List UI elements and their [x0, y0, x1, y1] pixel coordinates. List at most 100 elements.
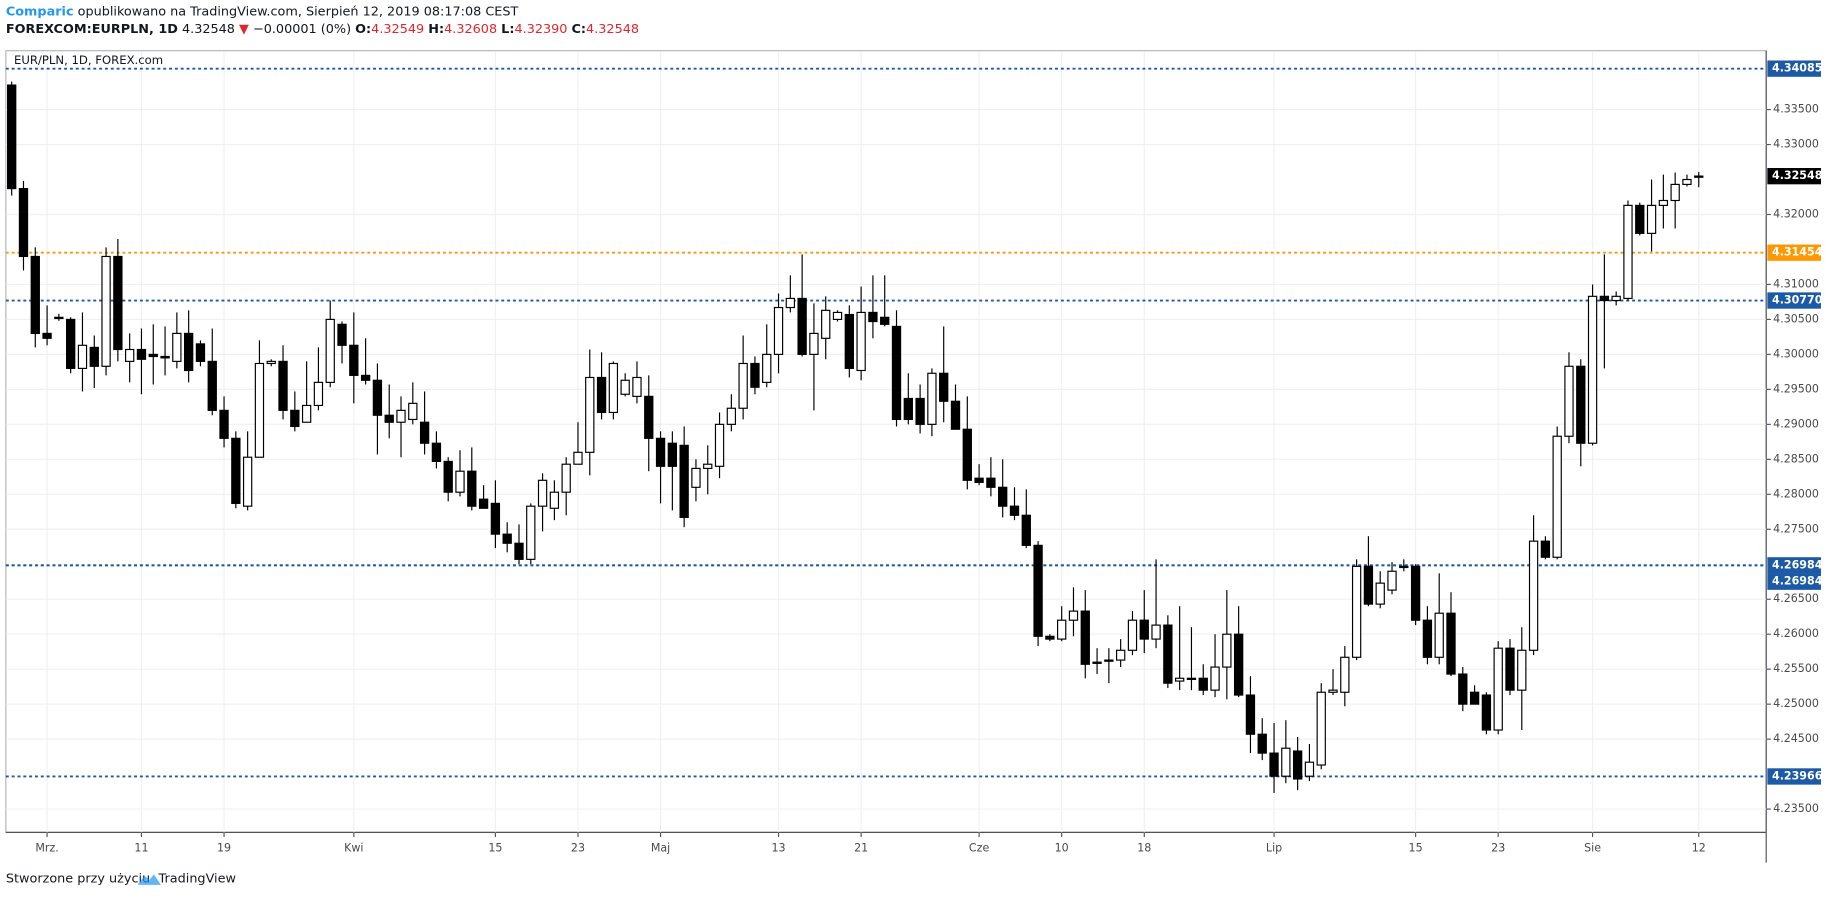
footer-text: Stworzone przy użyciu: [6, 871, 150, 886]
y-tick-label: 4.33000: [1773, 138, 1819, 151]
candle-body: [832, 311, 843, 320]
level-label-box: [1767, 557, 1821, 574]
candle-body: [903, 397, 913, 421]
candle-body: [183, 332, 194, 372]
x-tick-label: 10: [1055, 842, 1069, 855]
candle-body: [714, 423, 725, 467]
y-tick-label: 4.23500: [1773, 802, 1819, 815]
y-tick-label: 4.24500: [1773, 732, 1819, 745]
candle-body: [1469, 691, 1480, 705]
level-label: 4.34085: [1772, 62, 1822, 75]
candle-body: [655, 437, 666, 467]
candle-body: [762, 353, 772, 383]
candle-body: [1528, 540, 1539, 651]
candle-body: [526, 505, 536, 560]
candles: [7, 81, 1704, 793]
candle-body: [1163, 624, 1173, 684]
candle-body: [549, 491, 560, 509]
x-tick-label: Mrz.: [35, 842, 58, 855]
candle-body: [1045, 635, 1055, 640]
candle-body: [1611, 295, 1621, 302]
x-tick-label: 15: [488, 842, 502, 855]
candle-body: [219, 409, 229, 439]
candle-body: [408, 402, 418, 421]
last-price-label: 4.32548: [1772, 169, 1823, 182]
candle-body: [537, 479, 548, 507]
candle-body: [1080, 610, 1090, 665]
level-label-box: [1767, 292, 1821, 309]
candle-body: [1340, 656, 1350, 693]
candle-body: [703, 463, 713, 469]
candle-body: [349, 344, 359, 376]
candle-body: [821, 309, 831, 339]
x-tick-label: Kwi: [344, 842, 363, 855]
level-label-box: [1767, 244, 1821, 261]
candle-body: [1351, 565, 1362, 658]
candle-body: [1363, 565, 1374, 605]
footer-brand[interactable]: TradingView: [158, 871, 236, 886]
candle-body: [1505, 647, 1515, 691]
x-tick-label: 11: [134, 842, 148, 855]
candle-body: [254, 362, 265, 458]
x-tick-label: 21: [854, 842, 868, 855]
candle-body: [514, 542, 524, 560]
candle-body: [691, 467, 701, 488]
candle-body: [1210, 666, 1220, 691]
candle-body: [325, 318, 335, 383]
candle-body: [54, 316, 64, 320]
level-label-box: [1767, 573, 1821, 590]
candle-body: [195, 343, 206, 362]
levels: [5, 67, 1767, 778]
candle-body: [66, 318, 76, 369]
candle-body: [1422, 619, 1433, 658]
candle-body: [1375, 582, 1385, 605]
candle-body: [1635, 204, 1645, 234]
candle-body: [1092, 661, 1102, 664]
candle-body: [1257, 733, 1267, 754]
tradingview-logo: [137, 874, 161, 885]
candle-body: [726, 407, 737, 425]
candle-body: [1399, 565, 1409, 569]
author[interactable]: Comparic: [6, 4, 74, 19]
candle-body: [1104, 659, 1114, 662]
y-tick-label: 4.30500: [1773, 312, 1819, 325]
level-label: 4.26984: [1772, 575, 1823, 588]
candle-body: [172, 332, 182, 362]
x-tick-label: 18: [1137, 842, 1151, 855]
candle-body: [1304, 761, 1315, 777]
candle-body: [89, 346, 99, 367]
candle-body: [927, 372, 937, 425]
y-tick-label: 4.26500: [1773, 592, 1819, 605]
candle-body: [667, 442, 678, 467]
candle-body: [113, 255, 123, 351]
candle-body: [1670, 183, 1680, 202]
x-tick-label: Cze: [969, 842, 990, 855]
candle-body: [301, 404, 312, 423]
arrow: ▼: [239, 22, 249, 37]
x-tick-label: 15: [1409, 842, 1423, 855]
candle-body: [620, 379, 630, 395]
candle-body: [1599, 295, 1610, 302]
candle-body: [561, 463, 571, 493]
candle-body: [7, 84, 17, 190]
ohlc-value: 4.32390: [514, 22, 567, 37]
header-line: Comparic opublikowano na TradingView.com…: [6, 4, 519, 19]
candle-body: [1233, 633, 1244, 696]
candle-body: [231, 437, 241, 504]
candle-body: [1174, 677, 1185, 682]
level-label-box: [1767, 60, 1821, 77]
candle-body: [266, 360, 276, 365]
level-label: 4.23966: [1772, 769, 1823, 782]
candle-body: [360, 374, 371, 381]
candle-body: [868, 311, 878, 323]
x-tick-label: 12: [1692, 842, 1706, 855]
y-tick-label: 4.25000: [1773, 697, 1819, 710]
candle-body: [125, 348, 135, 362]
candle-body: [1658, 199, 1669, 206]
candle-body: [1564, 365, 1574, 437]
candle-body: [596, 376, 607, 414]
candle-body: [1481, 694, 1492, 731]
candle-body: [478, 498, 489, 509]
candle-body: [1540, 540, 1551, 558]
